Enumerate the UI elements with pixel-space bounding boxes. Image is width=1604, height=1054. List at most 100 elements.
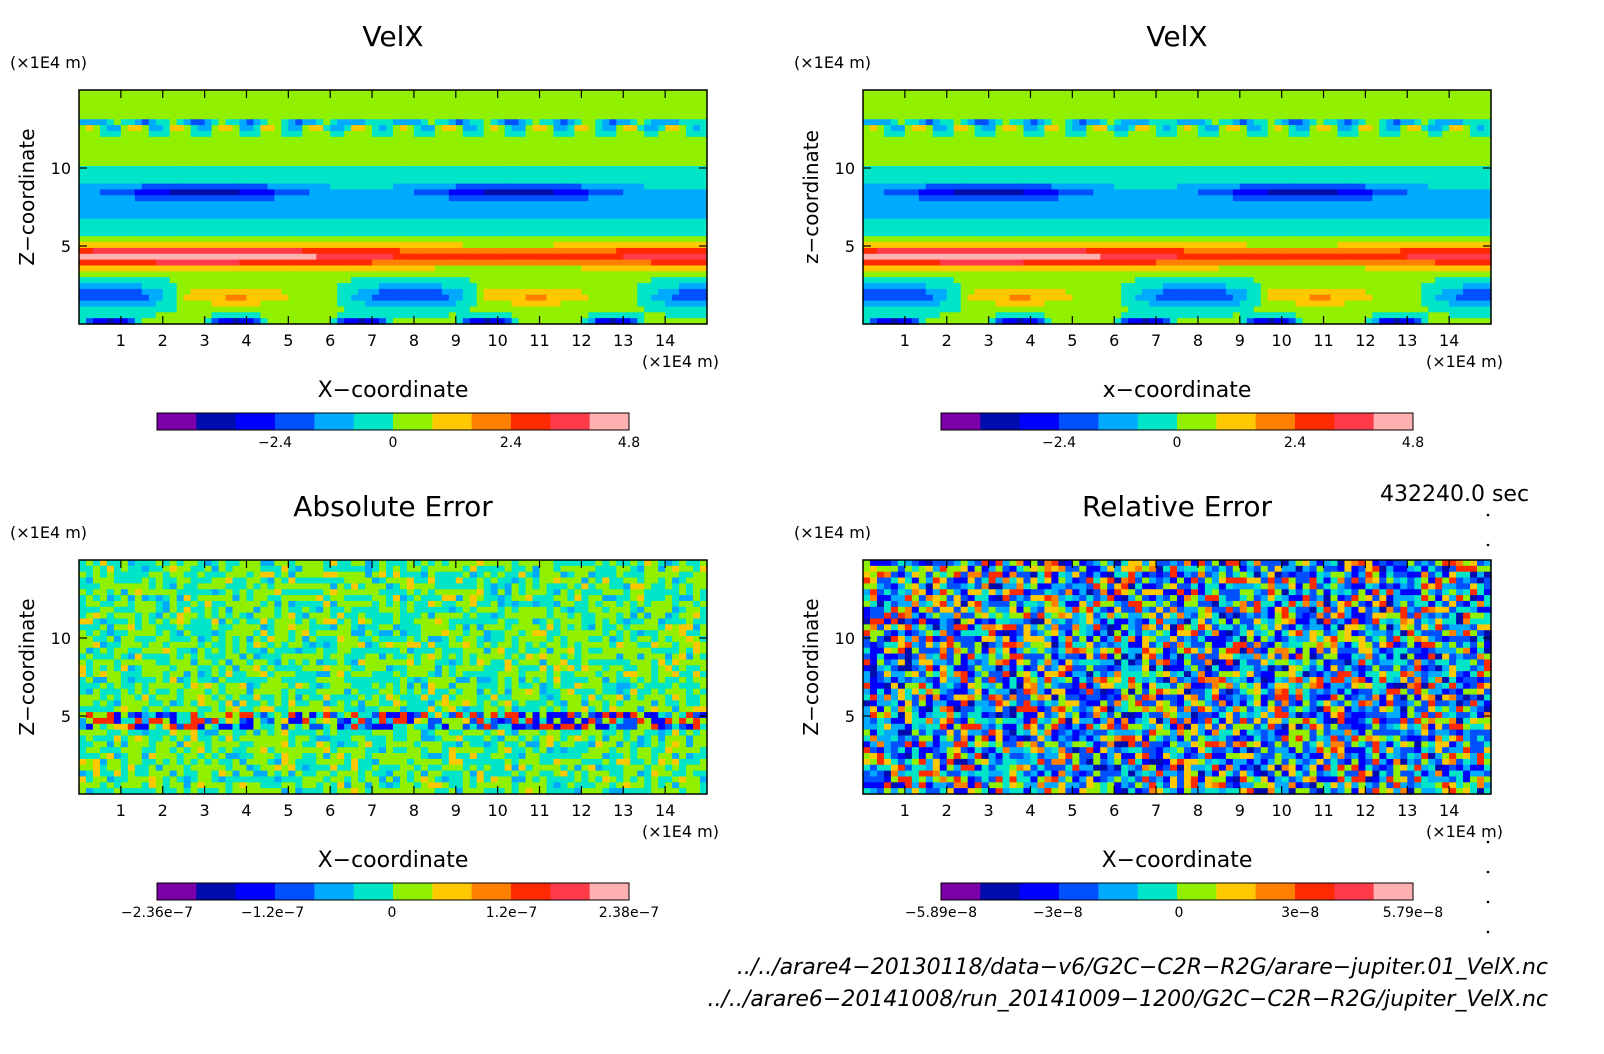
heatmap-cell <box>337 95 345 103</box>
heatmap-cell <box>379 195 387 202</box>
heatmap-cell <box>246 130 255 138</box>
heatmap-cell <box>679 160 687 167</box>
heatmap-cell <box>1246 119 1255 126</box>
heatmap-cell <box>939 125 948 132</box>
heatmap-cell <box>1142 130 1150 138</box>
heatmap-cell <box>1456 113 1464 120</box>
heatmap-cell <box>337 183 345 191</box>
heatmap-cell <box>351 288 359 296</box>
heatmap-cell <box>106 177 115 185</box>
heatmap-cell <box>469 306 478 313</box>
heatmap-cell <box>1100 142 1108 150</box>
heatmap-cell <box>658 183 666 191</box>
heatmap-cell <box>686 318 694 325</box>
heatmap-cell <box>686 277 694 284</box>
heatmap-cell <box>351 230 359 237</box>
heatmap-cell <box>616 183 624 191</box>
heatmap-cell <box>1135 95 1143 103</box>
heatmap-cell <box>1009 136 1018 144</box>
heatmap-cell <box>337 236 345 243</box>
heatmap-cell <box>1009 166 1018 173</box>
heatmap-cell <box>623 318 631 325</box>
heatmap-cell <box>148 312 157 319</box>
heatmap-cell <box>316 300 324 308</box>
heatmap-cell <box>700 136 708 144</box>
heatmap-cell <box>1449 136 1457 144</box>
heatmap-cell <box>406 253 415 261</box>
heatmap-cell <box>616 171 624 179</box>
heatmap-cell <box>574 230 582 237</box>
heatmap-cell <box>316 306 324 313</box>
heatmap-cell <box>309 312 317 319</box>
heatmap-cell <box>441 212 450 220</box>
heatmap-cell <box>616 218 624 226</box>
heatmap-cell <box>344 312 352 319</box>
heatmap-cell <box>1072 160 1080 167</box>
heatmap-cell <box>372 306 380 313</box>
heatmap-cell <box>1072 119 1080 126</box>
heatmap-cell <box>1400 119 1408 126</box>
heatmap-cell <box>399 212 408 220</box>
heatmap-cell <box>553 119 562 126</box>
heatmap-cell <box>1484 148 1492 155</box>
heatmap-cell <box>1037 148 1046 155</box>
heatmap-cell <box>406 288 415 296</box>
heatmap-cell <box>427 247 436 255</box>
heatmap-cell <box>337 265 345 272</box>
heatmap-cell <box>497 201 506 208</box>
heatmap-cell <box>546 218 555 226</box>
heatmap-cell <box>1142 166 1150 173</box>
heatmap-cell <box>483 300 492 308</box>
heatmap-cell <box>302 259 310 267</box>
heatmap-cell <box>330 300 338 308</box>
heatmap-cell <box>462 130 471 138</box>
heatmap-cell <box>469 183 478 191</box>
heatmap-cell <box>1079 130 1087 138</box>
heatmap-cell <box>574 177 582 185</box>
heatmap-cell <box>658 177 666 185</box>
heatmap-cell <box>490 312 499 319</box>
heatmap-cell <box>946 130 955 138</box>
heatmap-cell <box>672 207 680 214</box>
heatmap-cell <box>1183 154 1192 161</box>
heatmap-cell <box>379 265 387 272</box>
heatmap-cell <box>504 119 513 126</box>
heatmap-cell <box>602 207 610 214</box>
heatmap-cell <box>1428 113 1436 120</box>
heatmap-cell <box>588 207 596 214</box>
heatmap-cell <box>665 201 673 208</box>
heatmap-cell <box>148 277 157 284</box>
colorbar-swatch <box>589 413 630 430</box>
heatmap-cell <box>1170 148 1178 155</box>
heatmap-cell <box>546 271 555 278</box>
heatmap-cell <box>546 224 555 231</box>
heatmap-cell <box>897 154 906 161</box>
heatmap-cell <box>897 136 906 144</box>
heatmap-cell <box>399 236 408 243</box>
heatmap-cell <box>560 107 569 114</box>
heatmap-cell <box>1211 130 1220 138</box>
heatmap-cell <box>616 148 624 155</box>
heatmap-cell <box>1323 130 1332 138</box>
heatmap-cell <box>232 90 241 97</box>
heatmap-cell <box>176 277 185 284</box>
heatmap-cell <box>665 218 673 226</box>
heatmap-cell <box>427 183 436 191</box>
heatmap-cell <box>267 300 275 308</box>
heatmap-cell <box>162 95 171 103</box>
heatmap-cell <box>92 224 101 231</box>
heatmap-cell <box>644 107 652 114</box>
heatmap-cell <box>504 113 513 120</box>
heatmap-cell <box>169 119 178 126</box>
heatmap-cell <box>1058 142 1066 150</box>
heatmap-cell <box>672 247 680 255</box>
heatmap-cell <box>434 195 443 202</box>
heatmap-cell <box>1400 154 1408 161</box>
heatmap-cell <box>497 300 506 308</box>
heatmap-cell <box>1267 136 1276 144</box>
heatmap-cell <box>497 171 506 179</box>
heatmap-cell <box>169 218 178 226</box>
heatmap-cell <box>406 236 415 243</box>
heatmap-cell <box>1114 171 1122 179</box>
heatmap-cell <box>309 236 317 243</box>
